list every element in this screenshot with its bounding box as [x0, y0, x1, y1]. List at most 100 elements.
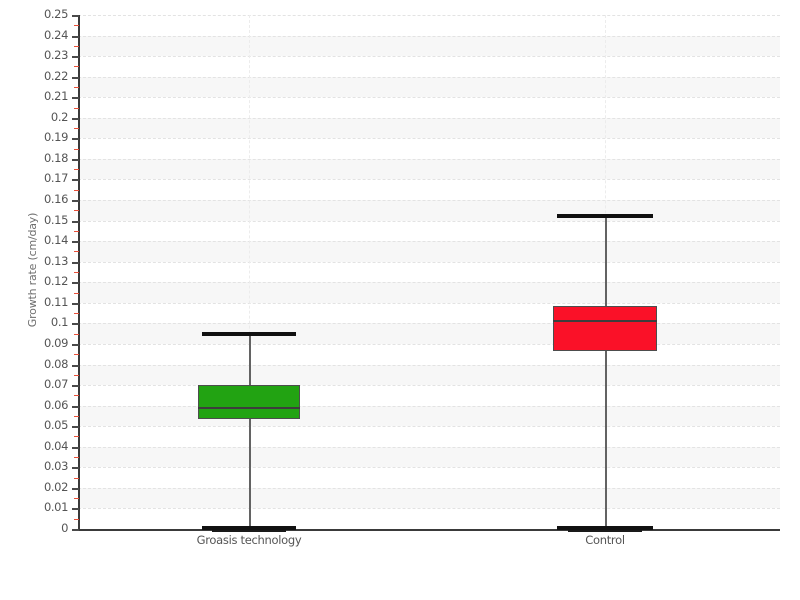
y-tick-major [72, 200, 79, 203]
background-band [78, 487, 780, 509]
y-tick-minor [74, 374, 79, 376]
background-band [78, 117, 780, 139]
y-tick-label: 0.03 [43, 459, 68, 474]
gridline-horizontal [78, 426, 780, 428]
x-axis-line [78, 529, 780, 531]
y-tick-label: 0.13 [43, 253, 68, 268]
y-tick-label: 0.1 [50, 315, 68, 330]
median-line [198, 406, 300, 409]
whisker-cap-lower [202, 526, 296, 530]
y-tick-label: 0.2 [50, 109, 68, 124]
gridline-horizontal [78, 76, 780, 78]
y-tick-label: 0.14 [43, 233, 68, 248]
y-tick-major [72, 426, 79, 429]
y-tick-label: 0.15 [43, 212, 68, 227]
y-tick-major [72, 467, 79, 470]
gridline-horizontal [78, 220, 780, 222]
y-tick-minor [74, 395, 79, 397]
y-tick-label: 0.07 [43, 377, 68, 392]
y-tick-major [72, 241, 79, 244]
y-tick-label: 0.08 [43, 356, 68, 371]
gridline-horizontal [78, 508, 780, 510]
whisker-line [249, 331, 251, 529]
y-tick-major [72, 385, 79, 388]
gridline-horizontal [78, 158, 780, 160]
gridline-horizontal [78, 97, 780, 99]
x-tick [568, 529, 642, 532]
y-tick-major [72, 405, 79, 408]
y-tick-minor [74, 292, 79, 294]
y-tick-minor [74, 66, 79, 68]
background-band [78, 282, 780, 303]
gridline-horizontal [78, 302, 780, 304]
y-tick-label: 0.16 [43, 192, 68, 207]
y-tick-label: 0.18 [43, 150, 68, 165]
background-band [78, 405, 780, 427]
y-tick-major [72, 302, 79, 305]
y-tick-minor [74, 477, 79, 479]
y-tick-minor [74, 148, 79, 150]
y-tick-label: 0.21 [43, 89, 68, 104]
y-tick-major [72, 487, 79, 490]
background-band [78, 76, 780, 98]
y-tick-minor [74, 333, 79, 335]
y-tick-minor [74, 25, 79, 27]
y-tick-minor [74, 498, 79, 500]
x-tick [212, 529, 286, 532]
y-tick-label: 0.25 [43, 7, 68, 21]
y-tick-major [72, 261, 79, 264]
y-tick-minor [74, 169, 79, 171]
gridline-horizontal [78, 15, 780, 16]
whisker-cap-upper [202, 331, 296, 336]
gridline-horizontal [78, 446, 780, 448]
y-tick-minor [74, 189, 79, 191]
y-tick-minor [74, 107, 79, 109]
y-tick-major [72, 35, 79, 38]
y-tick-label: 0.11 [43, 294, 68, 309]
y-tick-label: 0 [61, 521, 68, 535]
y-tick-label: 0.05 [43, 418, 68, 433]
y-tick-minor [74, 251, 79, 253]
y-tick-minor [74, 210, 79, 212]
y-tick-minor [74, 128, 79, 130]
gridline-vertical [249, 15, 250, 529]
y-tick-label: 0.01 [43, 500, 68, 515]
gridline-horizontal [78, 343, 780, 345]
x-tick-label-1: Control [585, 533, 625, 547]
y-tick-major [72, 323, 79, 326]
whisker-line [605, 214, 607, 529]
y-tick-label: 0.02 [43, 479, 68, 494]
y-tick-major [72, 76, 79, 79]
gridline-horizontal [78, 179, 780, 181]
y-tick-minor [74, 518, 79, 520]
y-tick-minor [74, 415, 79, 417]
y-tick-major [72, 282, 79, 285]
y-tick-minor [74, 86, 79, 88]
y-tick-major [72, 364, 79, 367]
whisker-cap-lower [557, 526, 653, 530]
y-tick-major [72, 138, 79, 141]
gridline-horizontal [78, 35, 780, 37]
y-tick-major [72, 529, 79, 531]
y-tick-minor [74, 436, 79, 438]
gridline-horizontal [78, 487, 780, 489]
y-axis-line [78, 15, 80, 530]
background-band [78, 241, 780, 262]
gridline-horizontal [78, 364, 780, 366]
y-tick-major [72, 56, 79, 59]
y-tick-major [72, 97, 79, 100]
y-tick-major [72, 508, 79, 511]
gridline-horizontal [78, 385, 780, 387]
gridline-horizontal [78, 467, 780, 469]
gridline-horizontal [78, 241, 780, 243]
background-band [78, 364, 780, 386]
gridline-horizontal [78, 200, 780, 202]
iqr-box [553, 305, 657, 352]
x-tick-label-0: Groasis technology [196, 533, 302, 547]
gridline-horizontal [78, 282, 780, 284]
y-tick-label: 0.17 [43, 171, 68, 186]
y-tick-minor [74, 457, 79, 459]
gridline-horizontal [78, 323, 780, 325]
background-band [78, 158, 780, 180]
y-tick-major [72, 15, 79, 17]
